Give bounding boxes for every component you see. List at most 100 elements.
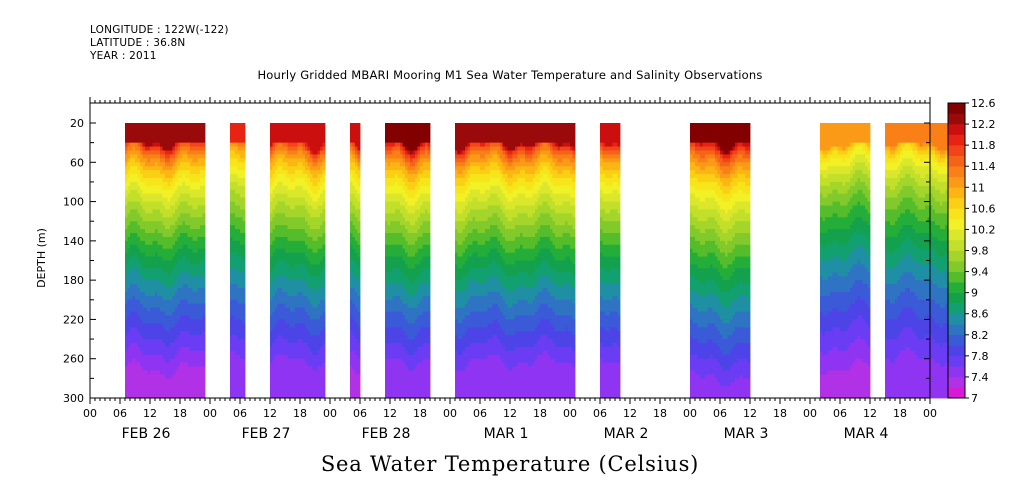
heat-cell: [135, 123, 138, 128]
heat-cell: [170, 185, 173, 191]
heat-cell: [302, 272, 306, 277]
heat-cell: [182, 181, 186, 187]
heat-cell: [292, 284, 296, 289]
heat-cell: [167, 335, 171, 340]
heat-cell: [315, 295, 318, 301]
heat-cell: [135, 366, 138, 371]
heat-cell: [400, 174, 403, 179]
heat-cell: [317, 236, 321, 242]
heat-cell: [240, 248, 243, 254]
heat-cell: [202, 236, 206, 242]
heat-cell: [242, 264, 246, 269]
heat-cell: [160, 209, 163, 214]
heat-cell: [295, 339, 298, 344]
heat-cell: [300, 123, 303, 128]
heat-cell: [390, 366, 393, 371]
heat-cell: [182, 213, 186, 218]
heat-cell: [162, 280, 166, 285]
heat-cell: [155, 350, 158, 356]
heat-cell: [195, 197, 198, 202]
heat-cell: [315, 362, 318, 367]
heat-cell: [385, 350, 388, 356]
heat-cell: [272, 386, 276, 391]
heat-cell: [282, 354, 286, 360]
heat-cell: [290, 256, 293, 261]
heat-cell: [200, 248, 203, 254]
heat-cell: [320, 185, 323, 191]
heat-cell: [280, 178, 283, 183]
heat-cell: [387, 323, 391, 328]
heat-cell: [275, 386, 278, 391]
heat-cell: [392, 217, 396, 222]
heat-cell: [190, 327, 193, 332]
heat-cell: [302, 178, 306, 183]
heat-cell: [195, 146, 198, 151]
heat-cell: [157, 370, 161, 375]
heat-cell: [302, 154, 306, 159]
heat-cell: [270, 354, 273, 360]
heat-cell: [275, 307, 278, 312]
heat-cell: [137, 268, 141, 273]
heat-cell: [287, 146, 291, 151]
heat-cell: [357, 386, 361, 391]
heat-cell: [235, 146, 238, 151]
heat-cell: [320, 233, 323, 238]
heat-cell: [150, 303, 153, 309]
heat-cell: [355, 339, 358, 344]
heat-cell: [145, 229, 148, 234]
heat-cell: [277, 181, 281, 187]
heat-cell: [275, 280, 278, 285]
heat-cell: [282, 201, 286, 206]
heat-cell: [180, 150, 183, 155]
heat-cell: [292, 276, 296, 281]
heat-cell: [240, 150, 243, 155]
heat-cell: [192, 394, 196, 399]
heat-cell: [385, 343, 388, 348]
heat-cell: [275, 221, 278, 226]
heat-cell: [162, 288, 166, 293]
heat-cell: [290, 288, 293, 293]
heat-cell: [300, 276, 303, 281]
heat-cell: [272, 288, 276, 293]
heat-cell: [292, 174, 296, 179]
heat-cell: [150, 370, 153, 375]
heat-cell: [312, 382, 316, 387]
heat-cell: [172, 189, 176, 195]
heat-cell: [235, 311, 238, 316]
heat-cell: [352, 166, 356, 171]
heat-cell: [385, 178, 388, 183]
heat-cell: [187, 264, 191, 269]
heat-cell: [297, 170, 301, 175]
heat-cell: [297, 264, 301, 269]
heat-cell: [165, 221, 168, 226]
heat-cell: [307, 170, 311, 175]
heat-cell: [385, 272, 388, 277]
heat-cell: [270, 280, 273, 285]
heat-cell: [237, 236, 241, 242]
heat-cell: [282, 193, 286, 199]
heat-cell: [395, 162, 398, 167]
heat-cell: [400, 162, 403, 167]
heat-cell: [305, 252, 308, 257]
heat-cell: [195, 229, 198, 234]
heat-cell: [315, 142, 318, 147]
heat-cell: [235, 162, 238, 167]
heat-cell: [162, 354, 166, 360]
heat-cell: [277, 264, 281, 269]
heat-cell: [190, 236, 193, 242]
heat-cell: [195, 288, 198, 293]
heat-cell: [357, 382, 361, 387]
heat-cell: [232, 197, 236, 202]
heat-cell: [315, 244, 318, 250]
heat-cell: [187, 319, 191, 324]
heat-cell: [290, 229, 293, 234]
heat-cell: [180, 209, 183, 214]
heat-cell: [170, 362, 173, 367]
heat-cell: [320, 248, 323, 254]
heat-cell: [147, 256, 151, 261]
heat-cell: [192, 366, 196, 371]
heat-cell: [235, 303, 238, 309]
heat-cell: [135, 126, 138, 132]
heat-cell: [310, 193, 313, 199]
heat-cell: [240, 382, 243, 387]
